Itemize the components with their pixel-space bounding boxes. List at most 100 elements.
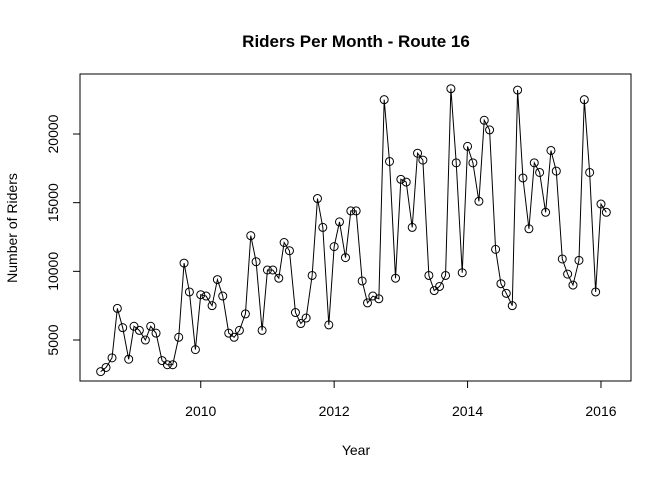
data-point [229,332,239,342]
data-point [368,291,378,301]
data-point [346,206,356,216]
data-point [563,269,573,279]
data-point [546,145,556,155]
data-point [524,224,534,234]
data-point [279,238,289,248]
data-point [107,353,117,363]
data-point [413,148,423,158]
data-point [124,354,134,364]
y-tick-label: 10000 [45,252,61,291]
y-tick-label: 20000 [45,114,61,153]
data-point [146,321,156,331]
data-point [240,309,250,319]
data-point [507,301,517,311]
data-point [385,156,395,166]
y-axis-label: Number of Riders [4,173,20,283]
plot-box [79,73,632,382]
data-point [557,254,567,264]
data-point [474,196,484,206]
x-tick-label: 2014 [452,403,483,419]
data-point [190,345,200,355]
data-point [307,270,317,280]
data-point [196,290,206,300]
data-point [457,268,467,278]
data-point [401,177,411,187]
data-point [101,362,111,372]
data-point [451,158,461,168]
data-point [496,279,506,289]
data-point [324,320,334,330]
data-point [529,158,539,168]
data-point [574,255,584,265]
data-point [463,141,473,151]
data-point [151,328,161,338]
data-point [435,281,445,291]
data-point [568,280,578,290]
data-point [535,167,545,177]
data-point [351,206,361,216]
x-tick-label: 2012 [319,403,350,419]
data-point [268,265,278,275]
data-point [296,319,306,329]
x-tick-label: 2016 [585,403,616,419]
data-point [396,174,406,184]
data-point [446,84,456,94]
data-point [284,246,294,256]
data-point [290,308,300,318]
chart-title: Riders Per Month - Route 16 [242,32,470,51]
data-point [140,335,150,345]
data-point [162,360,172,370]
data-point [441,270,451,280]
data-point [418,155,428,165]
data-point [184,287,194,297]
data-point [591,287,601,297]
data-point [262,265,272,275]
data-point [513,85,523,95]
data-point [329,242,339,252]
data-point [174,332,184,342]
x-tick-label: 2010 [185,403,216,419]
data-point [312,194,322,204]
data-point [118,323,128,333]
data-point [518,173,528,183]
data-point [551,166,561,176]
data-point [379,95,389,105]
data-point [334,217,344,227]
data-point [363,298,373,308]
data-point [579,95,589,105]
y-tick-label: 5000 [45,324,61,355]
data-point [479,115,489,125]
data-point [134,325,144,335]
data-point [318,222,328,232]
data-point [301,313,311,323]
data-point [391,273,401,283]
data-point [218,291,228,301]
data-point [501,288,511,298]
data-point [468,158,478,168]
data-point [168,360,178,370]
data-point [212,275,222,285]
data-point [424,270,434,280]
data-point [374,294,384,304]
y-tick-label: 15000 [45,183,61,222]
data-point [485,125,495,135]
data-point [246,231,256,241]
data-point [491,244,501,254]
data-point [257,325,267,335]
data-point [234,325,244,335]
data-point [340,253,350,263]
data-point [601,207,611,217]
data-point [251,257,261,267]
data-point [179,258,189,268]
x-axis-label: Year [342,442,371,458]
data-line [100,88,607,372]
data-point [112,303,122,313]
data-point [357,276,367,286]
data-point [274,273,284,283]
data-point [541,207,551,217]
data-point [407,222,417,232]
data-point [596,199,606,209]
data-point [201,291,211,301]
data-point [585,167,595,177]
